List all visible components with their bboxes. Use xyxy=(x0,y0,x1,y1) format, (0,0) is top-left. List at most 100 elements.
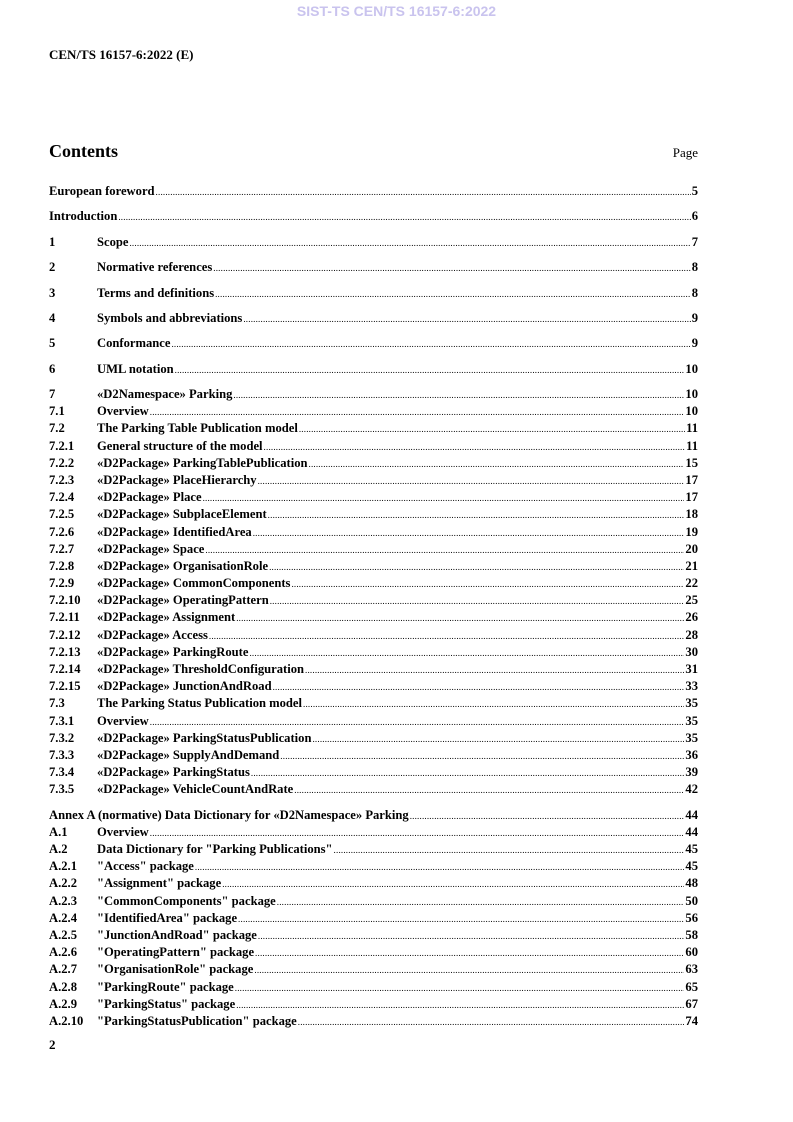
toc-group: 1 Scope 7 xyxy=(49,234,698,251)
toc-entry[interactable]: A.2 Data Dictionary for "Parking Publicat… xyxy=(49,841,698,858)
toc-entry-page: 5 xyxy=(691,184,698,198)
toc-entry[interactable]: 7.2 The Parking Table Publication model 11 xyxy=(49,420,698,437)
toc-entry[interactable]: 7.2.14 «D2Package» ThresholdConfiguration… xyxy=(49,661,698,678)
toc-entry-number: A.1 xyxy=(49,824,68,839)
toc-entry-title: "OrganisationRole" package xyxy=(97,962,254,977)
toc-entry-number: 7.2.15 xyxy=(49,679,81,694)
toc-leader-dots xyxy=(270,593,685,609)
toc-entry[interactable]: 7.2.12 «D2Package» Access 28 xyxy=(49,627,698,644)
toc-entry-title: "ParkingStatusPublication" package xyxy=(97,1013,297,1028)
toc-entry[interactable]: A.2.6 "OperatingPattern" package 60 xyxy=(49,944,698,961)
toc-entry[interactable]: 7.2.6 «D2Package» IdentifiedArea 19 xyxy=(49,524,698,541)
toc-entry-title: Data Dictionary for "Parking Publication… xyxy=(97,842,333,857)
toc-entry[interactable]: A.2.5 "JunctionAndRoad" package 58 xyxy=(49,927,698,944)
toc-entry[interactable]: 7 «D2Namespace» Parking 10 xyxy=(49,386,698,403)
toc-entry-page: 56 xyxy=(685,910,698,925)
toc-entry[interactable]: 6 UML notation 10 xyxy=(49,361,698,378)
toc-entry[interactable]: European foreword 5 xyxy=(49,183,698,200)
toc-entry-title: «D2Package» ParkingRoute xyxy=(97,644,249,659)
toc-entry-title: Normative references xyxy=(97,260,213,275)
toc-entry[interactable]: A.2.1 "Access" package 45 xyxy=(49,858,698,875)
toc-group: Introduction 6 xyxy=(49,208,698,225)
toc-entry[interactable]: 4 Symbols and abbreviations 9 xyxy=(49,310,698,327)
toc-entry[interactable]: 7.2.11 «D2Package» Assignment 26 xyxy=(49,609,698,626)
toc-entry[interactable]: 7.2.3 «D2Package» PlaceHierarchy 17 xyxy=(49,472,698,489)
toc-entry-title: Overview xyxy=(97,713,149,728)
toc-entry[interactable]: Introduction 6 xyxy=(49,208,698,225)
toc-entry[interactable]: 3 Terms and definitions 8 xyxy=(49,285,698,302)
toc-leader-dots xyxy=(205,542,684,558)
toc-entry[interactable]: A.2.8 "ParkingRoute" package 65 xyxy=(49,979,698,996)
toc-leader-dots xyxy=(309,456,685,472)
toc-entry-number: A.2.7 xyxy=(49,962,77,977)
toc-entry-page: 18 xyxy=(685,507,698,522)
toc-entry-title: Scope xyxy=(97,234,129,249)
toc-entry[interactable]: 7.3.1 Overview 35 xyxy=(49,713,698,730)
toc-entry-number: 7.2 xyxy=(49,421,65,436)
toc-entry[interactable]: A.2.7 "OrganisationRole" package 63 xyxy=(49,961,698,978)
toc-entry-page: 65 xyxy=(685,979,698,994)
toc-entry-number: 7.2.12 xyxy=(49,627,81,642)
toc-entry[interactable]: 7.3.2 «D2Package» ParkingStatusPublicatio… xyxy=(49,730,698,747)
toc-entry[interactable]: 7.2.4 «D2Package» Place 17 xyxy=(49,489,698,506)
toc-leader-dots xyxy=(150,825,685,841)
toc-entry-number: A.2.6 xyxy=(49,945,77,960)
toc-entry-number: 7 xyxy=(49,387,56,401)
toc-entry-number: 7.2.6 xyxy=(49,524,75,539)
toc-entry-number: 2 xyxy=(49,260,56,275)
toc-entry[interactable]: 7.2.15 «D2Package» JunctionAndRoad 33 xyxy=(49,678,698,695)
toc-entry[interactable]: A.2.9 "ParkingStatus" package 67 xyxy=(49,996,698,1013)
toc-entry-page: 35 xyxy=(685,713,698,728)
toc-leader-dots xyxy=(236,610,684,626)
toc-leader-dots xyxy=(243,311,690,327)
toc-entry-page: 21 xyxy=(685,558,698,573)
toc-group: European foreword 5 xyxy=(49,183,698,200)
toc-entry-title: «D2Namespace» Parking xyxy=(97,387,233,401)
toc-entry-number: A.2.8 xyxy=(49,979,77,994)
toc-entry[interactable]: A.1 Overview 44 xyxy=(49,824,698,841)
toc-entry-title: "JunctionAndRoad" package xyxy=(97,928,257,942)
toc-entry[interactable]: A.2.10 "ParkingStatusPublication" package… xyxy=(49,1013,698,1030)
toc-entry[interactable]: 7.3.5 «D2Package» VehicleCountAndRate 42 xyxy=(49,781,698,798)
toc-entry-title: Annex A (normative) Data Dictionary for … xyxy=(49,807,409,822)
toc-entry-page: 74 xyxy=(685,1013,698,1028)
toc-entry[interactable]: 7.2.2 «D2Package» ParkingTablePublication… xyxy=(49,455,698,472)
toc-entry[interactable]: 7.2.8 «D2Package» OrganisationRole 21 xyxy=(49,558,698,575)
toc-entry[interactable]: 7.3 The Parking Status Publication model 3… xyxy=(49,695,698,712)
toc-entry[interactable]: 7.2.10 «D2Package» OperatingPattern 25 xyxy=(49,592,698,609)
toc-entry[interactable]: Annex A (normative) Data Dictionary for … xyxy=(49,807,698,824)
toc-group: 6 UML notation 10 xyxy=(49,361,698,378)
toc-entry[interactable]: A.2.4 "IdentifiedArea" package 56 xyxy=(49,910,698,927)
toc-entry[interactable]: A.2.2 "Assignment" package 48 xyxy=(49,875,698,892)
toc-entry-number: 7.3.1 xyxy=(49,713,75,728)
toc-leader-dots xyxy=(249,645,684,661)
toc-leader-dots xyxy=(255,945,684,961)
toc-entry[interactable]: 1 Scope 7 xyxy=(49,234,698,251)
toc-entry-number: A.2.5 xyxy=(49,928,77,942)
toc-entry-number: 7.3.4 xyxy=(49,765,75,780)
toc-entry[interactable]: 7.1 Overview 10 xyxy=(49,403,698,420)
toc-group: 7«D2Namespace» Parking107.1Overview107.2… xyxy=(49,386,698,799)
toc-entry[interactable]: 7.2.1 General structure of the model 11 xyxy=(49,438,698,455)
toc-entry-number: 7.1 xyxy=(49,404,65,419)
toc-entry-number: 7.2.9 xyxy=(49,576,75,591)
toc-leader-dots xyxy=(118,209,690,225)
toc-entry[interactable]: 7.2.5 «D2Package» SubplaceElement 18 xyxy=(49,506,698,523)
toc-entry[interactable]: 2 Normative references 8 xyxy=(49,259,698,276)
toc-entry[interactable]: 7.2.7 «D2Package» Space 20 xyxy=(49,541,698,558)
toc-entry-title: «D2Package» JunctionAndRoad xyxy=(97,679,272,694)
toc-entry-number: 1 xyxy=(49,234,56,249)
toc-group: Annex A (normative) Data Dictionary for … xyxy=(49,807,698,1030)
toc-entry-title: European foreword xyxy=(49,184,155,198)
toc-entry-number: 5 xyxy=(49,336,56,351)
toc-entry[interactable]: 7.3.3 «D2Package» SupplyAndDemand 36 xyxy=(49,747,698,764)
toc-entry[interactable]: 5 Conformance 9 xyxy=(49,335,698,352)
toc-entry[interactable]: 7.2.13 «D2Package» ParkingRoute 30 xyxy=(49,644,698,661)
toc-entry[interactable]: A.2.3 "CommonComponents" package 50 xyxy=(49,893,698,910)
toc-group: 4 Symbols and abbreviations 9 xyxy=(49,310,698,327)
table-of-contents: European foreword 5 Introduction 6 1 Scope 7 2 N… xyxy=(49,183,698,1038)
toc-entry-title: «D2Package» IdentifiedArea xyxy=(97,524,252,539)
toc-entry-page: 58 xyxy=(685,928,698,942)
toc-entry[interactable]: 7.2.9 «D2Package» CommonComponents 22 xyxy=(49,575,698,592)
toc-entry[interactable]: 7.3.4 «D2Package» ParkingStatus 39 xyxy=(49,764,698,781)
